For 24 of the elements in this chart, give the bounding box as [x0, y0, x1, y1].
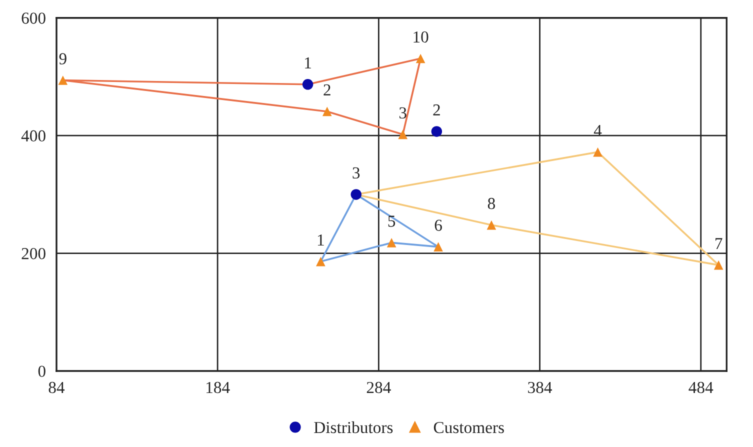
annotation: 3	[352, 167, 360, 179]
annotation: 3	[399, 107, 406, 119]
legend-label: Distributors	[314, 421, 393, 434]
y-tick-label: 400	[21, 130, 46, 142]
y-tick-label: 200	[22, 248, 46, 260]
annotation: 10	[414, 31, 428, 43]
annotation: 2	[324, 84, 330, 96]
annotation: 7	[716, 238, 722, 250]
annotation: 9	[59, 53, 66, 64]
x-tick-label: 384	[528, 382, 552, 394]
legend-label: Customers	[434, 422, 504, 434]
annotation: 8	[488, 198, 495, 210]
x-tick-label: 84	[48, 382, 65, 394]
annotation: 4	[594, 125, 602, 136]
x-tick-label: 184	[206, 382, 230, 394]
annotation: 6	[434, 220, 442, 231]
annotation: 1	[305, 57, 311, 68]
x-tick-label: 284	[366, 382, 391, 394]
y-tick-label: 0	[38, 366, 46, 377]
annotation: 5	[388, 216, 396, 227]
annotation: 2	[433, 104, 440, 116]
y-tick-label: 600	[22, 12, 46, 24]
x-tick-label: 484	[688, 382, 714, 394]
annotation: 1	[318, 234, 324, 246]
